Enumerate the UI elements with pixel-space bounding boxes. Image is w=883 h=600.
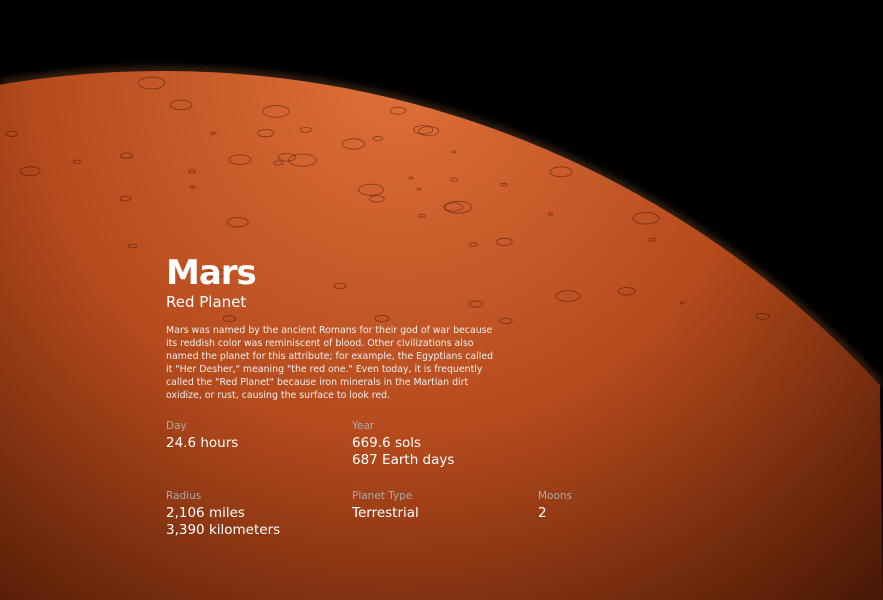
crater: [408, 176, 414, 180]
crater: [679, 301, 685, 305]
stat-label: Radius: [166, 490, 202, 502]
planet-info: Mars Red Planet Mars was named by the an…: [166, 254, 496, 402]
crater: [119, 195, 131, 202]
crater: [19, 166, 41, 176]
stat-value: 3,390 kilometers: [166, 522, 281, 538]
crater: [226, 217, 249, 228]
stat-value: 2,106 miles: [166, 505, 245, 521]
crater: [632, 211, 660, 225]
planet-stats: Day 24.6 hours Year 669.6 sols 687 Earth…: [166, 419, 726, 539]
crater: [372, 136, 384, 142]
stat-year: Year 669.6 sols 687 Earth days: [352, 419, 538, 469]
crater: [256, 128, 275, 138]
stat-value: 2: [538, 505, 547, 521]
crater: [210, 131, 217, 135]
crater: [228, 154, 252, 165]
crater: [169, 99, 193, 111]
crater: [451, 150, 457, 154]
crater: [374, 314, 390, 323]
stat-value: 669.6 sols: [352, 435, 422, 451]
crater: [341, 138, 366, 150]
crater: [549, 166, 573, 178]
stat-value: Terrestrial: [352, 505, 419, 521]
crater: [277, 152, 297, 162]
crater: [755, 313, 770, 320]
crater: [547, 212, 554, 216]
crater: [188, 169, 196, 174]
crater: [389, 106, 407, 115]
planet-name: Mars: [166, 253, 257, 293]
stat-value: 24.6 hours: [166, 435, 239, 451]
planet-description: Mars was named by the ancient Romans for…: [166, 325, 494, 401]
stat-planet-type: Planet Type Terrestrial: [352, 489, 538, 539]
crater: [500, 182, 508, 187]
crater: [120, 152, 133, 159]
crater: [72, 159, 81, 164]
crater: [127, 243, 138, 249]
crater: [468, 242, 478, 247]
crater: [299, 126, 312, 133]
stat-value: 687 Earth days: [352, 452, 455, 468]
crater: [617, 287, 636, 296]
crater: [648, 237, 657, 242]
crater: [413, 125, 434, 135]
crater: [369, 195, 385, 203]
crater: [416, 187, 422, 191]
crater: [358, 183, 384, 196]
crater: [288, 153, 317, 167]
crater: [450, 177, 459, 182]
crater: [333, 282, 347, 290]
crater: [262, 105, 290, 118]
crater: [5, 130, 18, 137]
crater: [555, 290, 581, 302]
planet-nickname: Red Planet: [166, 293, 247, 311]
crater: [444, 200, 472, 214]
crater: [417, 213, 426, 218]
stat-label: Moons: [538, 490, 573, 502]
stat-radius: Radius 2,106 miles 3,390 kilometers: [166, 489, 352, 539]
crater: [443, 202, 464, 212]
crater: [499, 317, 513, 325]
crater: [468, 300, 484, 308]
crater: [222, 315, 237, 322]
crater: [137, 76, 166, 90]
crater: [189, 185, 196, 189]
crater: [273, 160, 284, 166]
stat-label: Day: [166, 420, 187, 432]
stat-label: Year: [352, 420, 375, 432]
crater: [496, 237, 513, 246]
crater: [206, 268, 226, 278]
planet-surface: [0, 71, 883, 600]
stat-day: Day 24.6 hours: [166, 419, 352, 469]
stat-moons: Moons 2: [538, 489, 724, 539]
stat-label: Planet Type: [352, 490, 413, 502]
